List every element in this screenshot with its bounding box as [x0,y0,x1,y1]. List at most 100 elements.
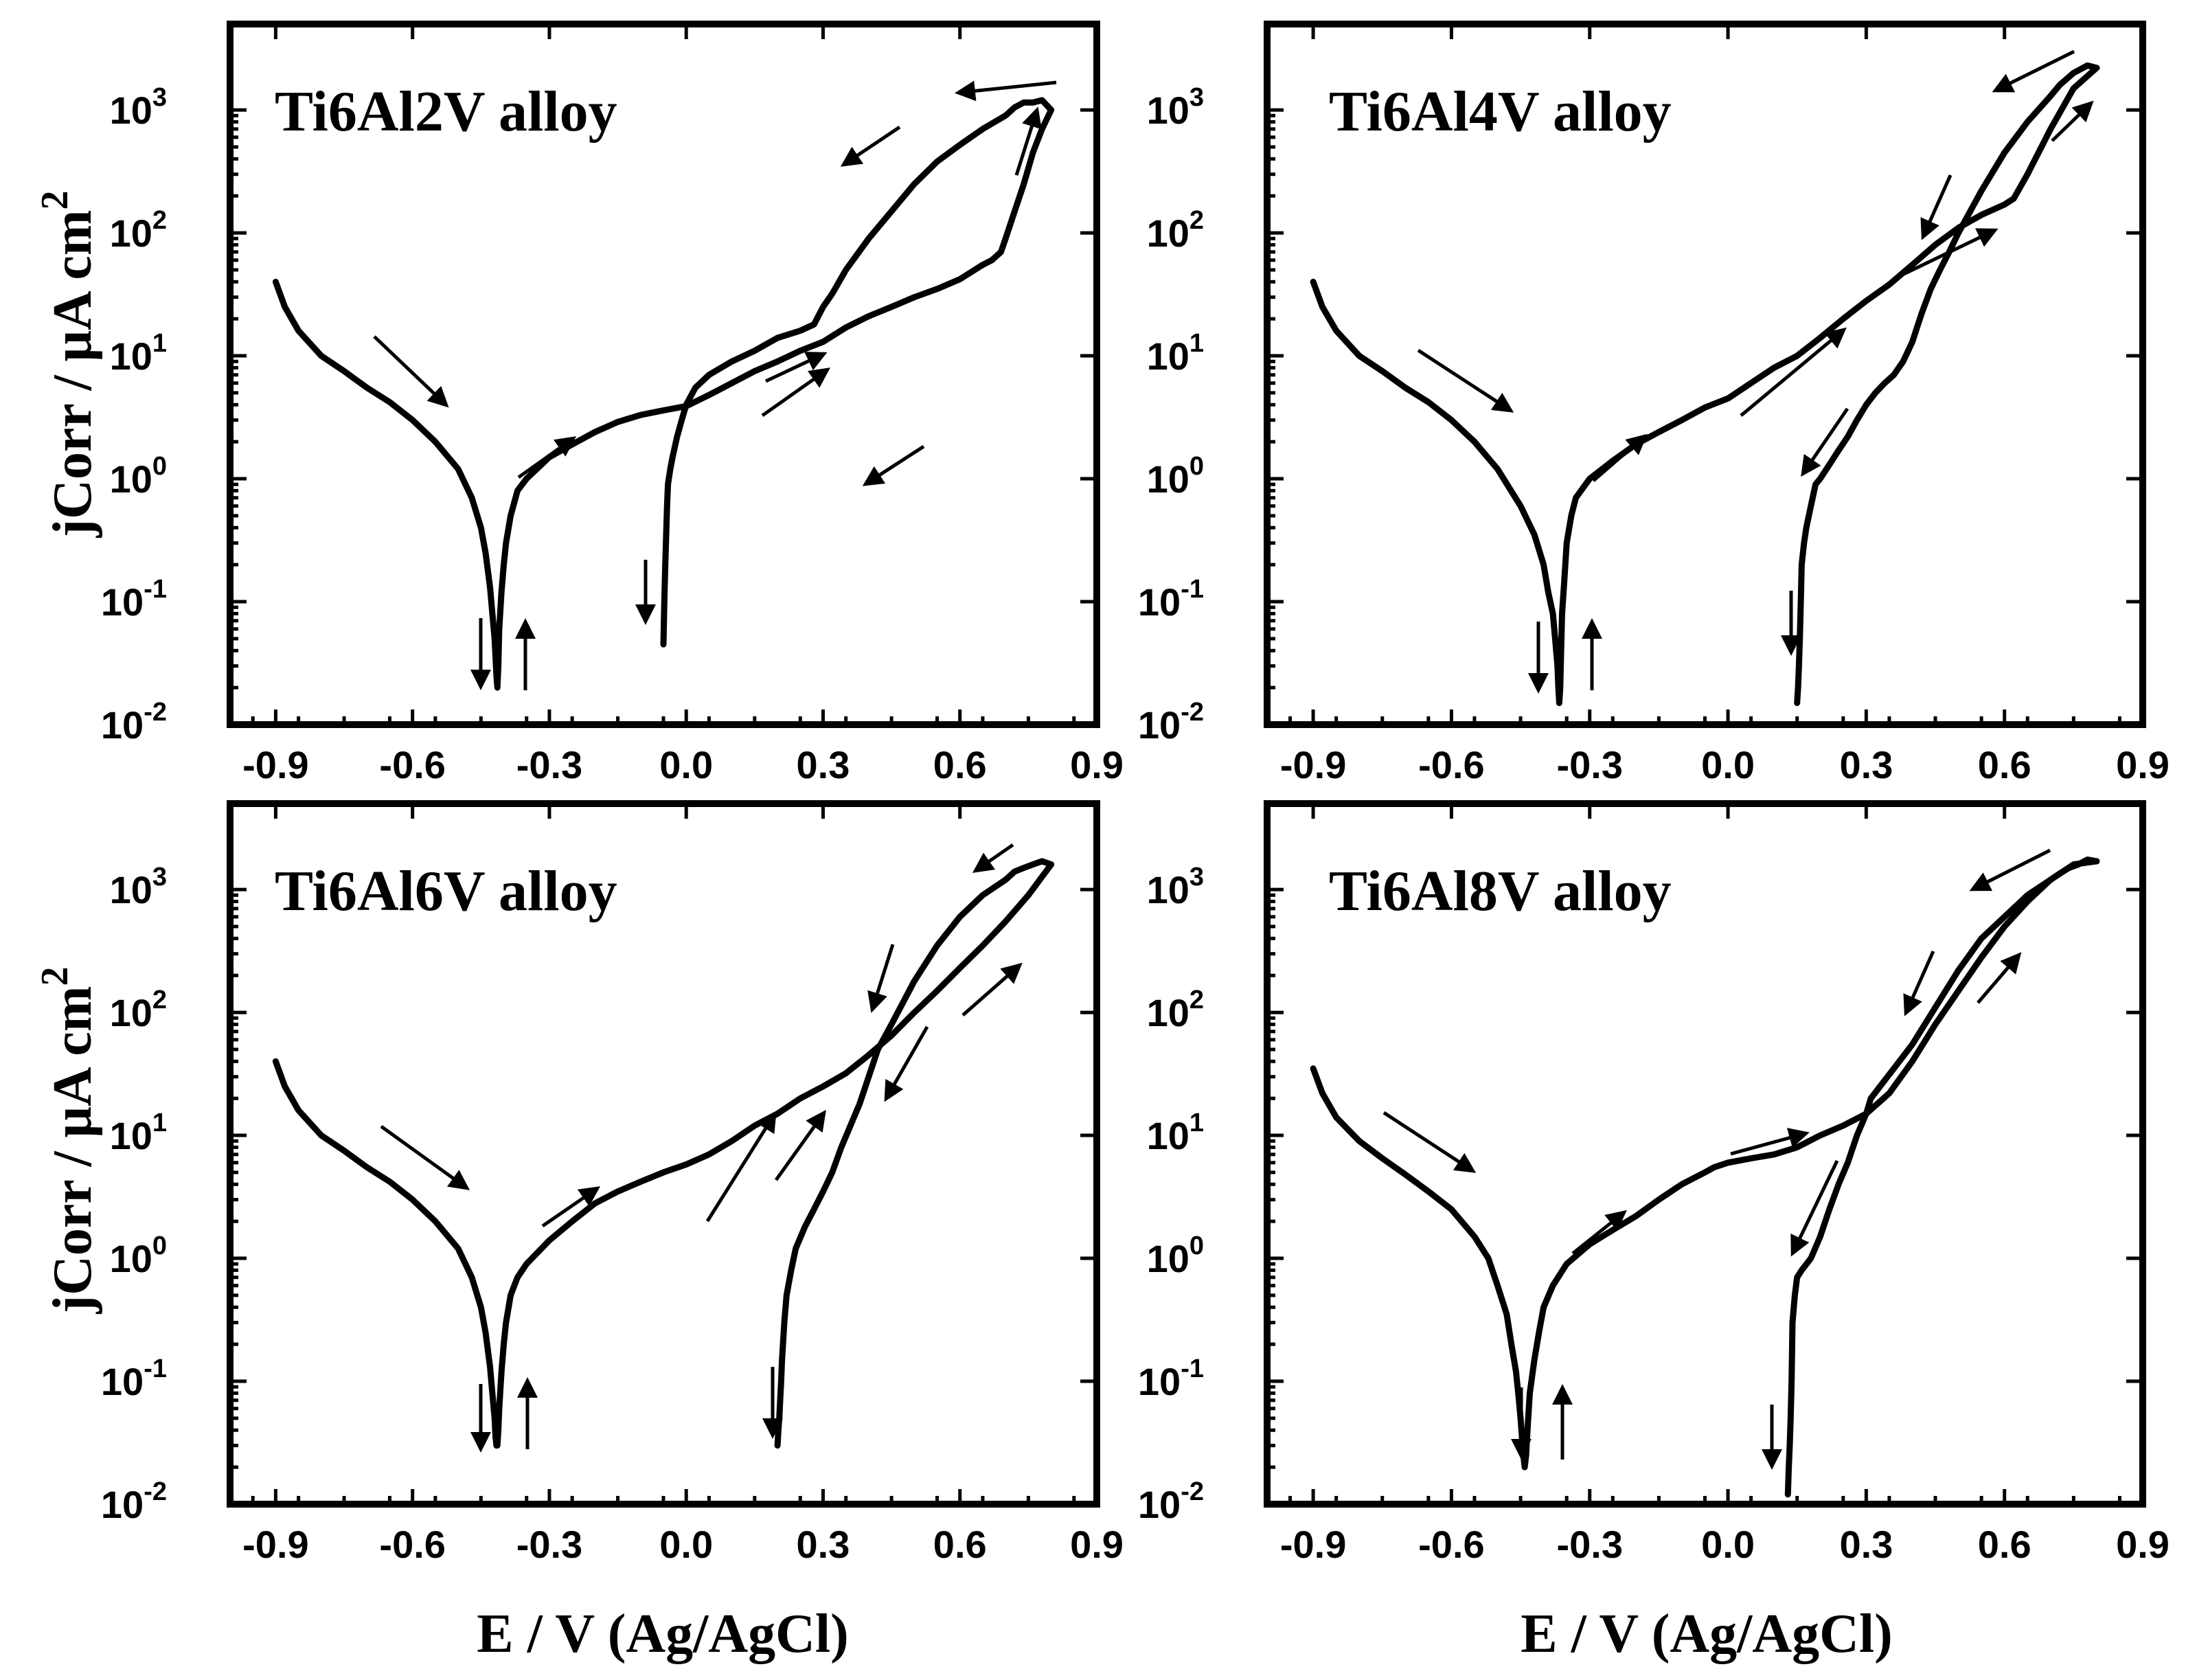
y-tick-label: 102 [110,986,167,1034]
y-tick-label: 10-2 [1138,698,1204,747]
y-tick-base: 10 [110,1114,152,1157]
y-tick-base: 10 [1147,1237,1189,1280]
scan-direction-arrow [1920,174,1953,240]
x-tick-label: 0.0 [1701,743,1755,786]
y-tick-label: 103 [1147,83,1204,132]
y-tick-base: 10 [110,89,152,132]
y-axis-title-top: jCorr / μA cm2 [34,190,103,538]
scan-direction-arrow [1992,49,2075,93]
scan-direction-arrow [1977,952,2022,1004]
x-tick-label: 0.6 [933,743,987,786]
series-line [1784,856,2100,1498]
y-tick-exponent: -1 [144,1354,167,1383]
y-tick-base: 10 [101,703,144,747]
y-tick-exponent: 2 [152,206,167,235]
series-line [1794,62,2100,706]
scan-direction-arrow [955,80,1057,102]
scan-direction-arrow [764,352,828,383]
scan-direction-arrow [972,843,1014,873]
scan-direction-arrow [705,1111,777,1223]
y-tick-label: 101 [110,329,167,378]
y-tick-label: 103 [110,863,167,911]
alloy-label: Ti6Al2V alloy [275,80,617,144]
y-tick-exponent: -2 [1181,698,1204,727]
y-tick-exponent: 0 [1189,1231,1204,1260]
y-tick-label: 102 [1147,206,1204,255]
y-tick-exponent: 3 [1189,83,1204,112]
y-tick-base: 10 [1147,334,1189,378]
y-tick-base: 10 [110,1237,152,1280]
scan-direction-arrow [380,1124,470,1190]
x-tick-label: 0.9 [2116,1523,2170,1566]
scan-direction-arrow [1571,1210,1627,1255]
x-tick-label: 0.0 [1701,1523,1755,1566]
y-tick-base: 10 [101,580,144,624]
scan-direction-arrow [517,436,577,479]
x-tick-label: -0.9 [242,743,309,786]
y-tick-label: 100 [1147,1231,1204,1280]
scan-direction-arrow [1014,106,1042,176]
scan-direction-arrow [774,1109,826,1181]
y-tick-base: 10 [1138,1360,1181,1403]
y-tick-label: 101 [1147,329,1204,378]
x-tick-label: 0.6 [1978,743,2031,786]
scan-direction-arrow [1740,327,1847,417]
y-tick-base: 10 [101,1483,144,1526]
series-line [774,858,1055,1449]
y-tick-base: 10 [1138,580,1181,624]
y-tick-base: 10 [110,212,152,255]
x-tick-label: -0.3 [516,1523,583,1566]
y-tick-base: 10 [1147,991,1189,1034]
scan-direction-arrow [961,962,1023,1017]
y-tick-label: 101 [110,1109,167,1157]
chart-panel: -0.9 -0.6 -0.3 0.0 0.3 0.6 0.910-210-110010110… [101,21,1124,786]
scan-direction-arrow [862,444,925,486]
scan-direction-arrow [840,125,901,167]
y-tick-label: 10-1 [101,575,167,624]
y-tick-base: 10 [110,334,152,378]
alloy-label: Ti6Al8V alloy [1329,859,1672,923]
x-tick-label: -0.9 [242,1523,309,1566]
y-tick-exponent: -2 [144,698,167,727]
alloy-label: Ti6Al4V alloy [1329,80,1672,144]
y-tick-label: 102 [110,206,167,255]
y-tick-exponent: 1 [152,1109,167,1137]
x-tick-label: 0.3 [797,743,850,786]
x-tick-label: 0.6 [933,1523,987,1566]
scan-direction-arrow [1969,848,2051,892]
y-tick-base: 10 [1138,703,1181,747]
x-tick-label: -0.6 [1418,1523,1485,1566]
x-tick-label: 0.9 [1070,1523,1124,1566]
y-tick-exponent: 2 [1189,206,1204,235]
scan-direction-arrow [1417,348,1514,413]
y-axis-title-superscript: 2 [34,190,76,209]
alloy-label: Ti6Al6V alloy [275,859,617,923]
scan-direction-arrow [1730,1128,1810,1156]
y-tick-exponent: -1 [1181,1354,1204,1383]
x-tick-label: 0.6 [1978,1523,2031,1566]
y-tick-base: 10 [1147,457,1189,501]
y-tick-exponent: -1 [1181,575,1204,604]
y-tick-exponent: 3 [152,863,167,892]
y-tick-exponent: 3 [152,83,167,112]
series-line [660,97,1055,648]
x-tick-label: -0.9 [1280,743,1347,786]
x-tick-label: -0.3 [516,743,583,786]
y-tick-exponent: 0 [152,1231,167,1260]
y-tick-label: 101 [1147,1109,1204,1157]
scan-direction-arrow [373,335,449,408]
y-tick-exponent: 0 [152,452,167,481]
chart-panel: -0.9 -0.6 -0.3 0.0 0.3 0.6 0.910-210-110010110… [1138,21,2170,786]
y-tick-label: 10-1 [101,1354,167,1403]
y-tick-label: 100 [110,452,167,501]
y-tick-label: 100 [110,1231,167,1280]
y-tick-base: 10 [110,868,152,911]
x-axis-title-right: E / V (Ag/AgCl) [1521,1604,1893,1664]
y-tick-exponent: 1 [1189,329,1204,358]
scan-direction-arrow [1901,228,1999,277]
x-tick-label: 0.0 [659,1523,713,1566]
scan-direction-arrow [761,367,831,418]
y-axis-title-main: jCorr / μA cm [43,209,103,538]
x-axis-title-left: E / V (Ag/AgCl) [477,1604,849,1664]
